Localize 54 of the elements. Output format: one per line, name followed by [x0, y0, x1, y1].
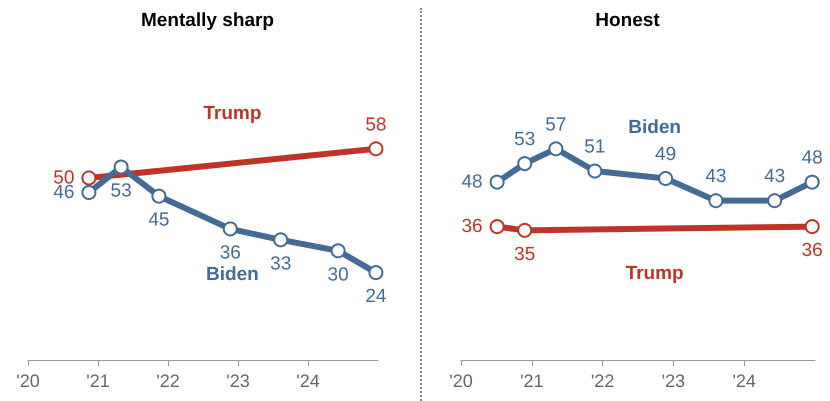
point [767, 193, 782, 208]
data-label: 57 [545, 114, 566, 136]
x-tick-label: '24 [732, 371, 756, 391]
point [517, 156, 532, 172]
data-label: 43 [705, 166, 726, 188]
data-label: 30 [328, 264, 349, 286]
point [490, 219, 505, 234]
data-label: 33 [270, 253, 292, 274]
data-label: 24 [365, 286, 387, 308]
x-tick-label: '22 [156, 371, 180, 391]
data-label: 48 [802, 148, 823, 169]
data-label: 45 [148, 210, 170, 231]
x-tick-label: '24 [296, 371, 320, 391]
point [804, 219, 820, 234]
x-tick-label: '20 [16, 371, 40, 391]
data-label: 51 [584, 136, 606, 158]
data-label: 43 [764, 166, 786, 188]
point [330, 243, 346, 258]
point [81, 185, 96, 200]
x-tick-label: '22 [590, 371, 614, 391]
point [548, 141, 564, 156]
point [114, 160, 129, 175]
point [222, 221, 238, 236]
series-label: Trump [626, 263, 684, 284]
series-label: Trump [203, 102, 262, 124]
x-tick-label: '21 [86, 371, 110, 391]
series-label: Biden [206, 264, 259, 285]
x-tick-label: '23 [662, 371, 686, 391]
chart-title: Mentally sharp [140, 10, 274, 31]
point [708, 193, 724, 208]
data-label: 36 [220, 242, 241, 264]
series-label: Biden [628, 116, 682, 138]
point [804, 174, 820, 190]
point [517, 222, 532, 238]
point [587, 164, 602, 179]
data-label: 36 [802, 240, 823, 262]
data-label: 36 [461, 216, 483, 238]
x-tick-label: '20 [449, 371, 473, 391]
data-label: 49 [655, 144, 676, 165]
data-label: 53 [110, 180, 132, 202]
point [368, 141, 384, 156]
point [81, 170, 96, 186]
data-label: 58 [365, 114, 386, 136]
data-label: 48 [461, 172, 483, 193]
point [490, 174, 505, 190]
point [658, 170, 674, 186]
data-label: 53 [514, 129, 536, 150]
data-label: 35 [514, 244, 536, 265]
chart-title: Honest [595, 10, 660, 31]
point [273, 232, 288, 248]
point [368, 265, 384, 280]
point [151, 188, 166, 204]
x-tick-label: '21 [520, 371, 544, 391]
x-tick-label: '23 [226, 371, 250, 391]
